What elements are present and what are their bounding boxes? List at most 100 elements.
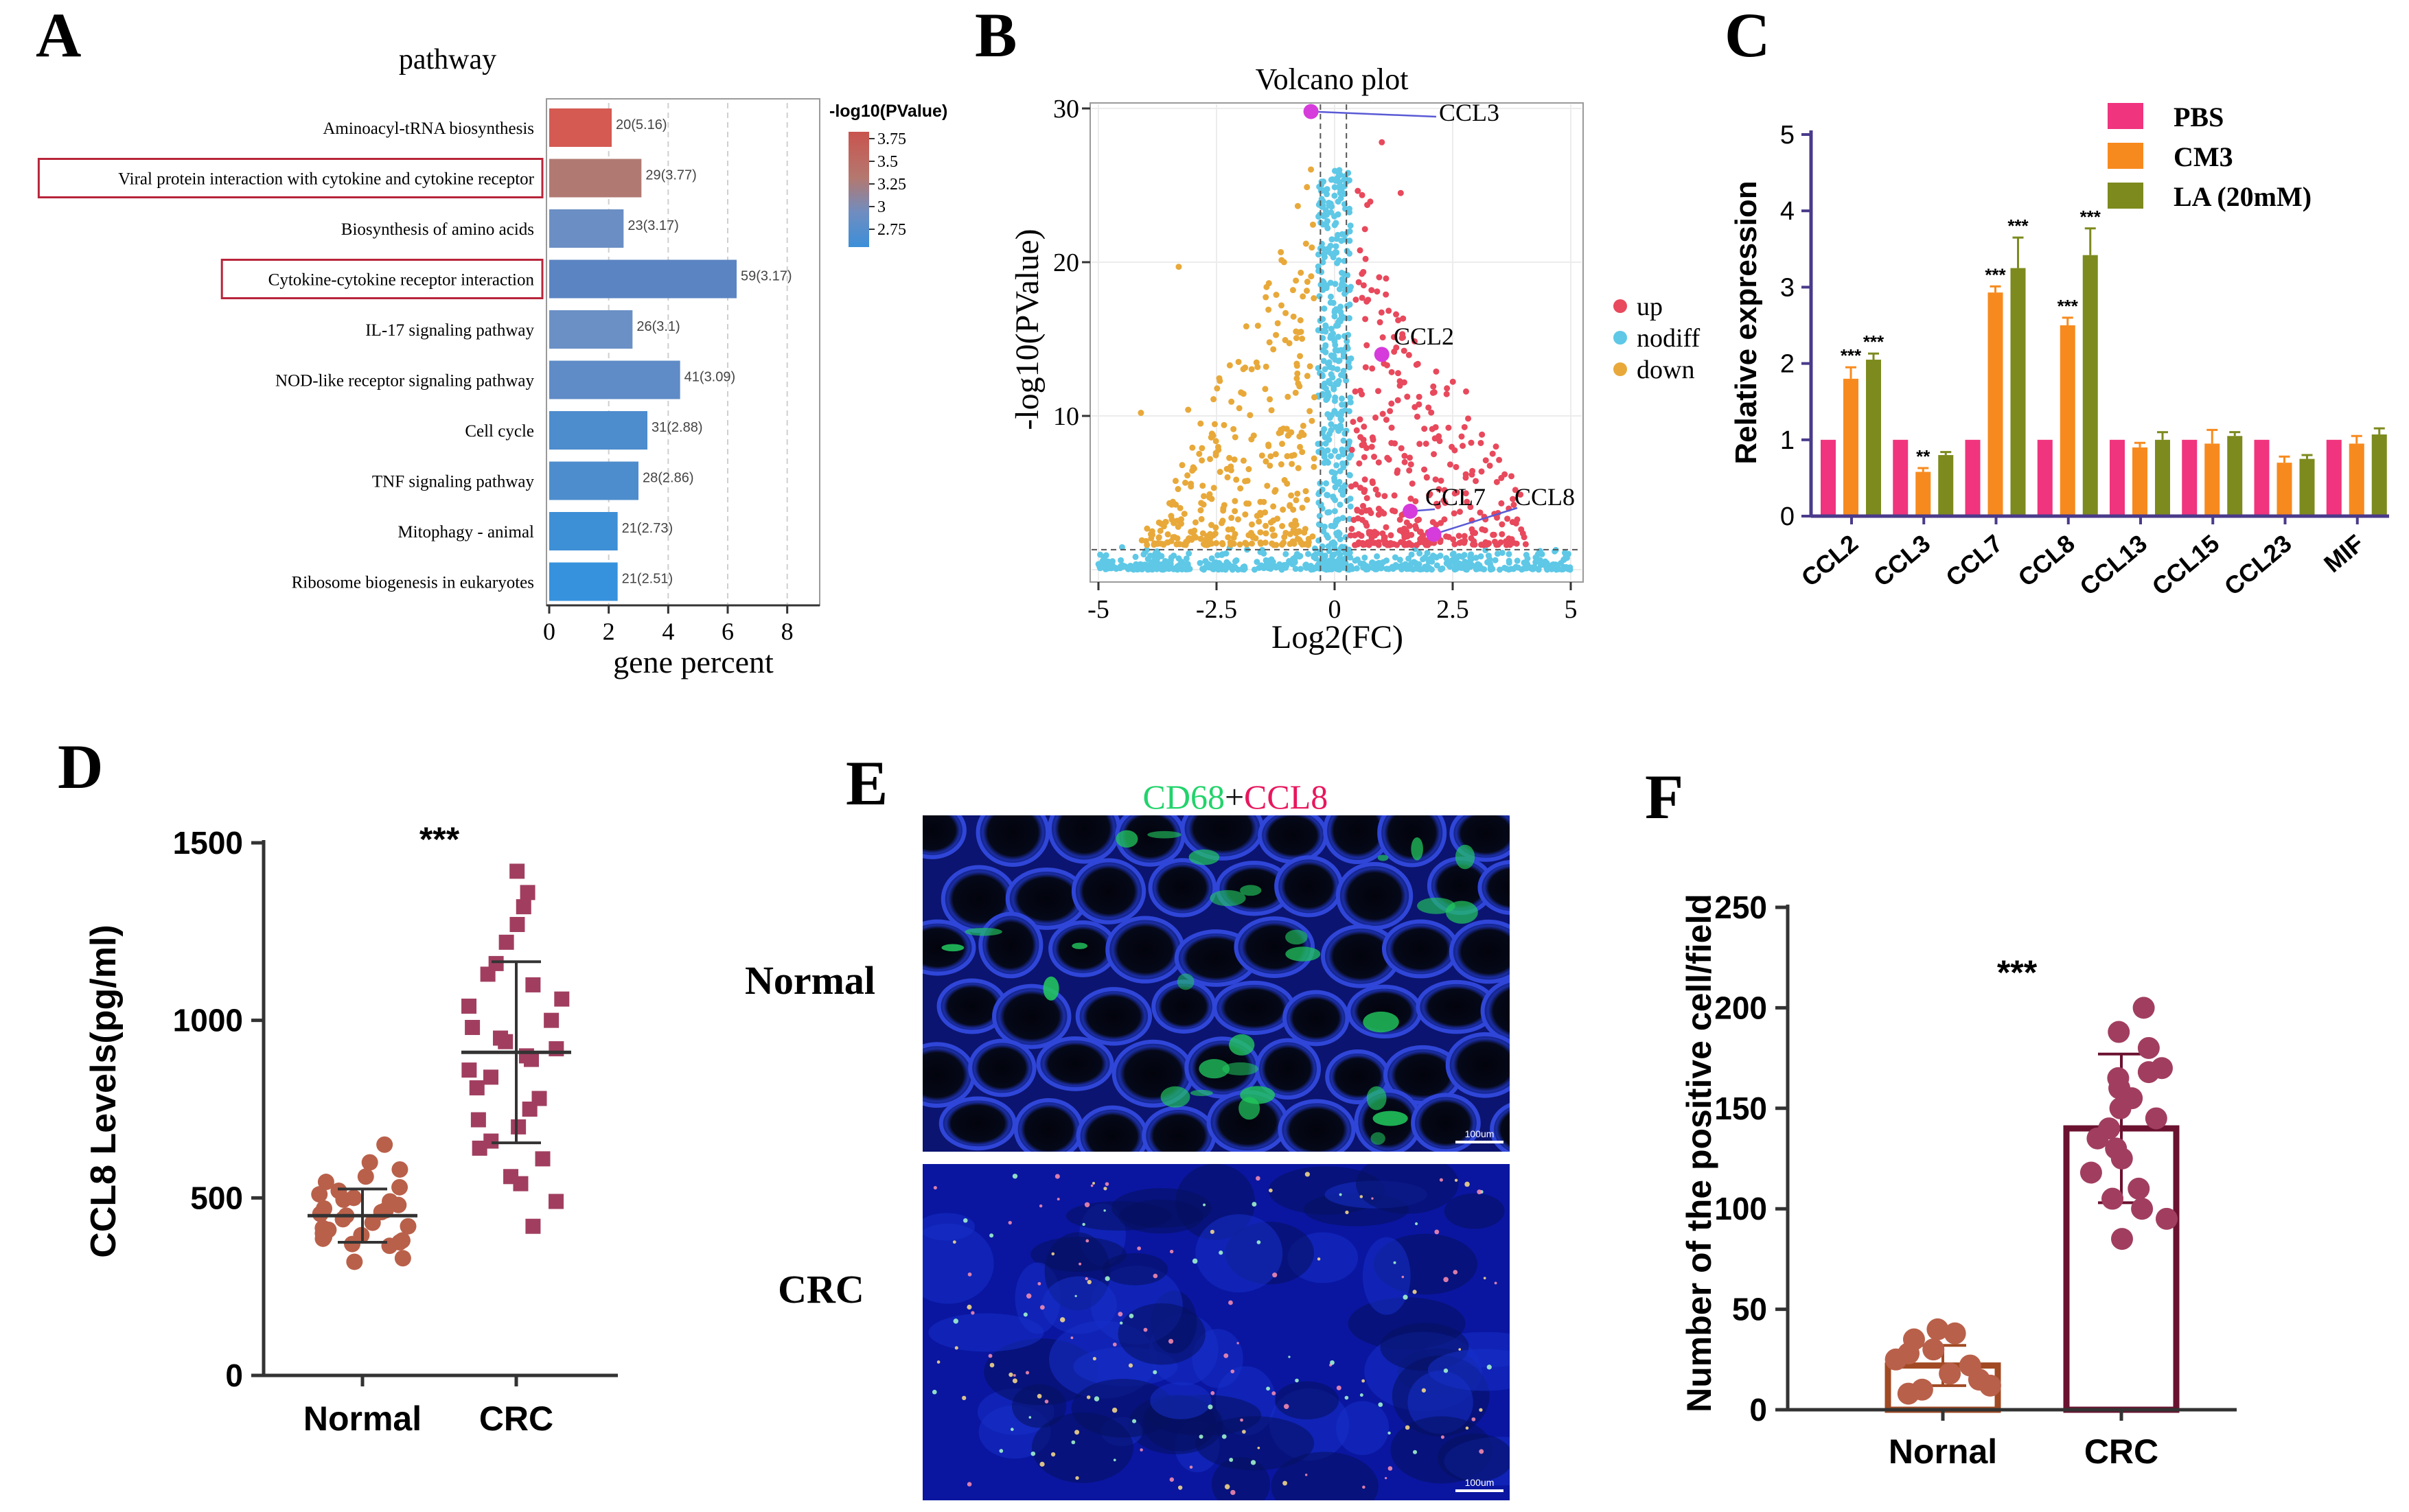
panel-e-ccl8-signal [1443, 1368, 1449, 1373]
panel-b-point-up [1406, 522, 1413, 529]
panel-b-point-up [1411, 338, 1418, 345]
panel-e-ccl8-signal [1189, 1465, 1193, 1469]
panel-b-point-nodiff [1336, 286, 1343, 292]
panel-e-crc-nuclei-region [1438, 1433, 1510, 1482]
panel-b-point-nodiff [1363, 566, 1370, 573]
panel-b-point-nodiff [1319, 259, 1326, 266]
panel-b-point-up [1413, 542, 1420, 548]
panel-b-point-down [1191, 533, 1198, 539]
panel-b-gene-label: CCL2 [1394, 323, 1454, 350]
panel-a-bar [549, 562, 618, 601]
panel-b-point-nodiff [1446, 563, 1453, 570]
panel-c-legend-swatch [2108, 143, 2143, 169]
panel-c-bar [2110, 439, 2125, 516]
panel-d-point [525, 977, 541, 992]
panel-b-point-down [1278, 461, 1284, 468]
panel-b-point-up [1414, 360, 1421, 367]
panel-b-point-down [1264, 482, 1271, 489]
panel-f-x-tick-label: CRC [2084, 1432, 2158, 1471]
panel-b-point-down [1263, 458, 1269, 465]
panel-e-ccl8-signal [1266, 1386, 1270, 1391]
panel-e-ccl8-signal [1028, 1416, 1032, 1419]
panel-b-point-nodiff [1408, 551, 1415, 558]
panel-e-crc-nuclei-region [1336, 1401, 1390, 1456]
panel-b-point-down [1181, 511, 1188, 517]
panel-b-point-down [1309, 221, 1316, 228]
panel-b-point-up [1477, 509, 1484, 516]
panel-b-legend-marker [1613, 331, 1627, 345]
panel-b-point-up [1361, 226, 1368, 233]
panel-b-point-up [1375, 539, 1382, 546]
panel-b-point-nodiff [1331, 447, 1338, 454]
panel-f-point [1922, 1338, 1945, 1361]
panel-e-cd68-signal [1417, 897, 1455, 914]
panel-b-point-down [1289, 287, 1296, 294]
panel-b-point-nodiff [1337, 185, 1344, 192]
panel-e-ccl8-signal [1453, 1270, 1458, 1275]
panel-b-point-up [1371, 528, 1378, 535]
panel-b-point-nodiff [1336, 555, 1343, 562]
panel-e-normal-gland [1480, 978, 1510, 1043]
panel-e-ccl8-signal [1486, 1364, 1492, 1370]
panel-e-ccl8-signal [1084, 1202, 1090, 1208]
panel-b-point-up [1398, 334, 1405, 341]
panel-e-ccl8-signal [1240, 1418, 1243, 1422]
panel-b-point-nodiff [1219, 551, 1226, 558]
panel-b-point-up [1499, 521, 1506, 528]
panel-b-point-down [1297, 317, 1304, 324]
panel-e-ccl8-signal [1132, 1419, 1137, 1423]
panel-b-point-down [1269, 526, 1276, 533]
panel-b-point-nodiff [1105, 558, 1111, 565]
panel-e-cd68-signal [1188, 849, 1220, 865]
panel-b-point-up [1445, 533, 1452, 540]
panel-b-point-up [1449, 443, 1455, 450]
panel-b-point-up [1362, 255, 1369, 262]
panel-b-point-nodiff [1331, 184, 1338, 191]
panel-b-point-down [1206, 494, 1213, 501]
panel-a-bar-value-label: 29(3.77) [645, 168, 697, 183]
panel-b-point-nodiff [1327, 279, 1334, 286]
panel-b-point-up [1464, 498, 1471, 505]
panel-e-ccl8-signal [1471, 1417, 1476, 1421]
panel-b-point-down [1304, 184, 1311, 191]
panel-b-point-nodiff [1332, 522, 1339, 528]
panel-b-point-down [1231, 456, 1238, 463]
panel-d-point [523, 1051, 539, 1067]
panel-e-cd68-signal [1370, 1132, 1385, 1145]
panel-a-category-label: IL-17 signaling pathway [365, 321, 534, 340]
panel-b-point-nodiff [1337, 501, 1344, 508]
panel-b-point-nodiff [1499, 549, 1506, 556]
panel-b-point-up [1360, 268, 1367, 275]
panel-b-point-down [1263, 530, 1269, 537]
panel-b-point-up [1374, 491, 1381, 498]
panel-d-point [314, 1230, 332, 1247]
panel-b-point-down [1228, 515, 1235, 522]
panel-b-point-up [1387, 532, 1394, 539]
panel-b-point-nodiff [1332, 347, 1339, 353]
panel-b-point-up [1382, 539, 1389, 546]
panel-e-ccl8-signal [1210, 1391, 1215, 1395]
panel-b-point-up [1375, 388, 1382, 395]
panel-e-ccl8-signal [1203, 1203, 1206, 1207]
panel-b-point-up [1510, 496, 1517, 502]
panel-b-point-nodiff [1321, 426, 1328, 432]
panel-b-point-down [1208, 430, 1215, 437]
panel-f-y-tick-label: 250 [1714, 889, 1767, 925]
panel-d-point [549, 1194, 564, 1209]
panel-b-point-up [1361, 423, 1368, 430]
panel-b-point-up [1489, 450, 1496, 457]
panel-b-point-up [1404, 533, 1411, 540]
panel-b-point-down [1219, 520, 1225, 526]
panel-b-point-down [1295, 465, 1302, 472]
panel-b-point-down [1204, 533, 1211, 539]
panel-b-point-down [1292, 389, 1299, 396]
panel-b-point-nodiff [1219, 566, 1225, 572]
panel-b-point-nodiff [1361, 554, 1368, 561]
panel-b-point-nodiff [1336, 357, 1343, 364]
panel-e-ccl8-signal [1483, 1277, 1486, 1280]
panel-b-legend-marker [1613, 362, 1627, 376]
panel-b-point-nodiff [1346, 472, 1353, 478]
panel-c-bar [2326, 439, 2342, 516]
panel-b-point-down [1236, 541, 1243, 548]
panel-c-bar [1987, 292, 2003, 516]
